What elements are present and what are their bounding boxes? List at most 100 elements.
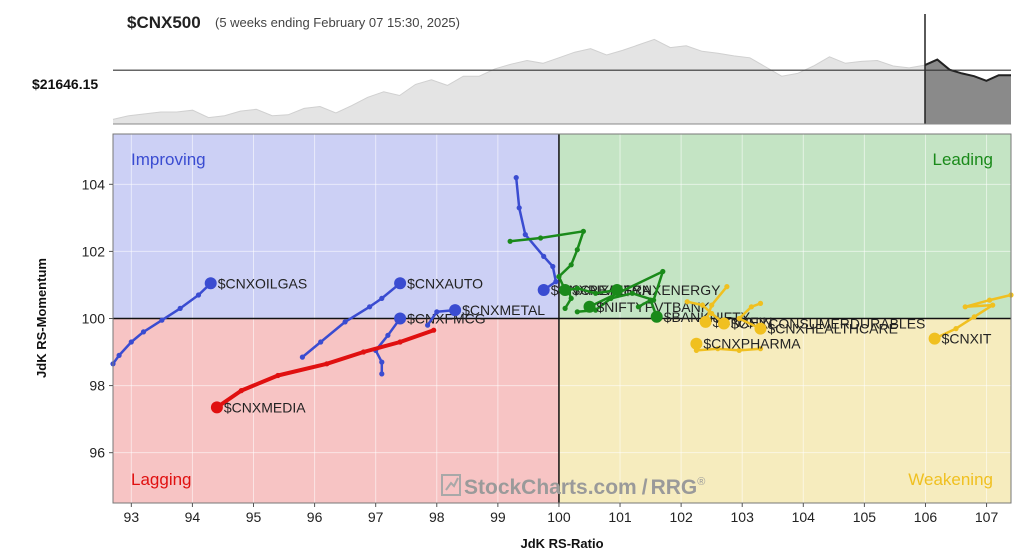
series-tail-point[interactable] xyxy=(574,247,580,253)
series-tail-point[interactable] xyxy=(953,326,959,332)
series-tail-point[interactable] xyxy=(275,372,281,379)
series-tail-point[interactable] xyxy=(360,349,367,355)
series-tail-point[interactable] xyxy=(962,304,968,310)
series-tail-point[interactable] xyxy=(238,388,244,394)
series-head-point[interactable] xyxy=(537,284,550,296)
series-tail-point[interactable] xyxy=(177,305,183,311)
series-head-point[interactable] xyxy=(650,310,663,323)
series-tail-point[interactable] xyxy=(709,302,715,308)
series-tail-point[interactable] xyxy=(574,309,580,315)
series-tail-point[interactable] xyxy=(660,268,666,275)
series-tail-point[interactable] xyxy=(699,302,706,308)
series-label: $CNXHEALTHCARE xyxy=(768,321,898,337)
series-tail-point[interactable] xyxy=(748,304,755,310)
series-tail-point[interactable] xyxy=(379,371,385,377)
series-tail-line xyxy=(111,282,212,366)
series-head-point[interactable] xyxy=(583,300,596,313)
series-cnxpharma: $CNXPHARMA xyxy=(690,336,801,353)
series-head-point[interactable] xyxy=(717,317,730,330)
watermark-mark: ® xyxy=(697,476,705,488)
chart-title: $CNX500 xyxy=(127,13,201,32)
series-tail-point[interactable] xyxy=(159,317,165,323)
series-head-point[interactable] xyxy=(690,337,703,350)
watermark-brand: StockCharts.com xyxy=(464,476,637,499)
series-tail-point[interactable] xyxy=(648,297,654,303)
series-tail-point[interactable] xyxy=(516,205,522,211)
series-tail-point[interactable] xyxy=(318,339,324,345)
series-tail-point[interactable] xyxy=(116,352,122,358)
price-history-line xyxy=(112,38,926,120)
series-cnxmetal: $CNXMETAL xyxy=(425,302,545,328)
series-tail-point[interactable] xyxy=(128,339,134,345)
series-tail-point[interactable] xyxy=(990,302,996,308)
series-tail-point[interactable] xyxy=(385,332,391,338)
series-tail-point[interactable] xyxy=(431,327,437,333)
series-head-point[interactable] xyxy=(394,312,407,325)
x-tick-label: 104 xyxy=(792,509,816,525)
series-cnxenergy: $CNXENERGY xyxy=(562,282,721,311)
y-tick-label: 102 xyxy=(82,243,106,259)
series-tail-point[interactable] xyxy=(397,339,403,345)
series-tail-point[interactable] xyxy=(593,290,599,296)
series-head-point[interactable] xyxy=(928,332,941,345)
series-tail-point[interactable] xyxy=(757,300,764,306)
series-cnxoilgas: $CNXOILGAS xyxy=(110,275,307,367)
chart-subtitle: (5 weeks ending February 07 15:30, 2025) xyxy=(215,15,460,30)
benchmark-price-chart xyxy=(112,14,1011,125)
series-head-point[interactable] xyxy=(394,277,407,290)
series-tail-point[interactable] xyxy=(507,238,513,244)
series-tail-point[interactable] xyxy=(195,292,202,298)
series-tail-point[interactable] xyxy=(299,354,305,360)
series-tail-point[interactable] xyxy=(342,319,348,325)
series-tail-point[interactable] xyxy=(379,359,385,365)
x-tick-label: 106 xyxy=(914,509,938,525)
series-tail-point[interactable] xyxy=(140,329,147,335)
series-tail-point[interactable] xyxy=(580,228,587,234)
series-head-point[interactable] xyxy=(699,315,712,328)
series-tail-point[interactable] xyxy=(379,295,385,301)
series-tail-point[interactable] xyxy=(367,304,373,310)
series-tail-point[interactable] xyxy=(562,305,568,311)
series-head-point[interactable] xyxy=(754,322,767,335)
y-tick-label: 96 xyxy=(89,445,105,461)
series-cnxauto: $CNXAUTO xyxy=(299,275,483,360)
series-tail-point[interactable] xyxy=(971,314,977,320)
series-tail-point[interactable] xyxy=(425,322,431,328)
x-tick-label: 101 xyxy=(608,509,632,525)
series-tail-point[interactable] xyxy=(684,299,690,305)
series-head-point[interactable] xyxy=(210,401,223,414)
series-tail-point[interactable] xyxy=(987,297,993,303)
series-tail-point[interactable] xyxy=(434,309,440,315)
series-tail-point[interactable] xyxy=(568,295,574,301)
series-label: $CNXENERGY xyxy=(624,282,721,298)
series-cnxconsumerdurables: $CNXCONSUMERDURABLES xyxy=(684,299,925,332)
x-tick-label: 102 xyxy=(669,509,693,525)
series-tail-point[interactable] xyxy=(574,285,580,291)
series-tail-point[interactable] xyxy=(629,290,635,296)
series-tail-point[interactable] xyxy=(541,253,547,259)
series-tail-point[interactable] xyxy=(556,274,562,280)
series-head-point[interactable] xyxy=(449,304,462,317)
series-tail-point[interactable] xyxy=(513,175,519,181)
series-tail-point[interactable] xyxy=(608,295,614,301)
series-tail-point[interactable] xyxy=(553,279,559,285)
series-tail-point[interactable] xyxy=(568,262,574,268)
x-tick-label: 103 xyxy=(731,509,755,525)
series-tail-point[interactable] xyxy=(565,287,571,293)
series-tail-point[interactable] xyxy=(550,263,556,270)
series-tail-point[interactable] xyxy=(736,347,742,353)
series-head-point[interactable] xyxy=(204,277,217,290)
series-tail-point[interactable] xyxy=(736,315,742,322)
series-tail-point[interactable] xyxy=(324,361,330,367)
x-axis-title: JdK RS-Ratio xyxy=(520,536,603,551)
series-tail-point[interactable] xyxy=(538,235,544,241)
series-tail-point[interactable] xyxy=(715,346,721,352)
series-tail-point[interactable] xyxy=(522,232,528,238)
series-tail-point[interactable] xyxy=(709,310,715,317)
trend-arrow-icon xyxy=(445,477,459,491)
series-tail-point[interactable] xyxy=(724,284,730,290)
series-tail-point[interactable] xyxy=(635,304,642,310)
x-tick-label: 98 xyxy=(429,509,445,525)
series-tail-point[interactable] xyxy=(757,346,764,352)
